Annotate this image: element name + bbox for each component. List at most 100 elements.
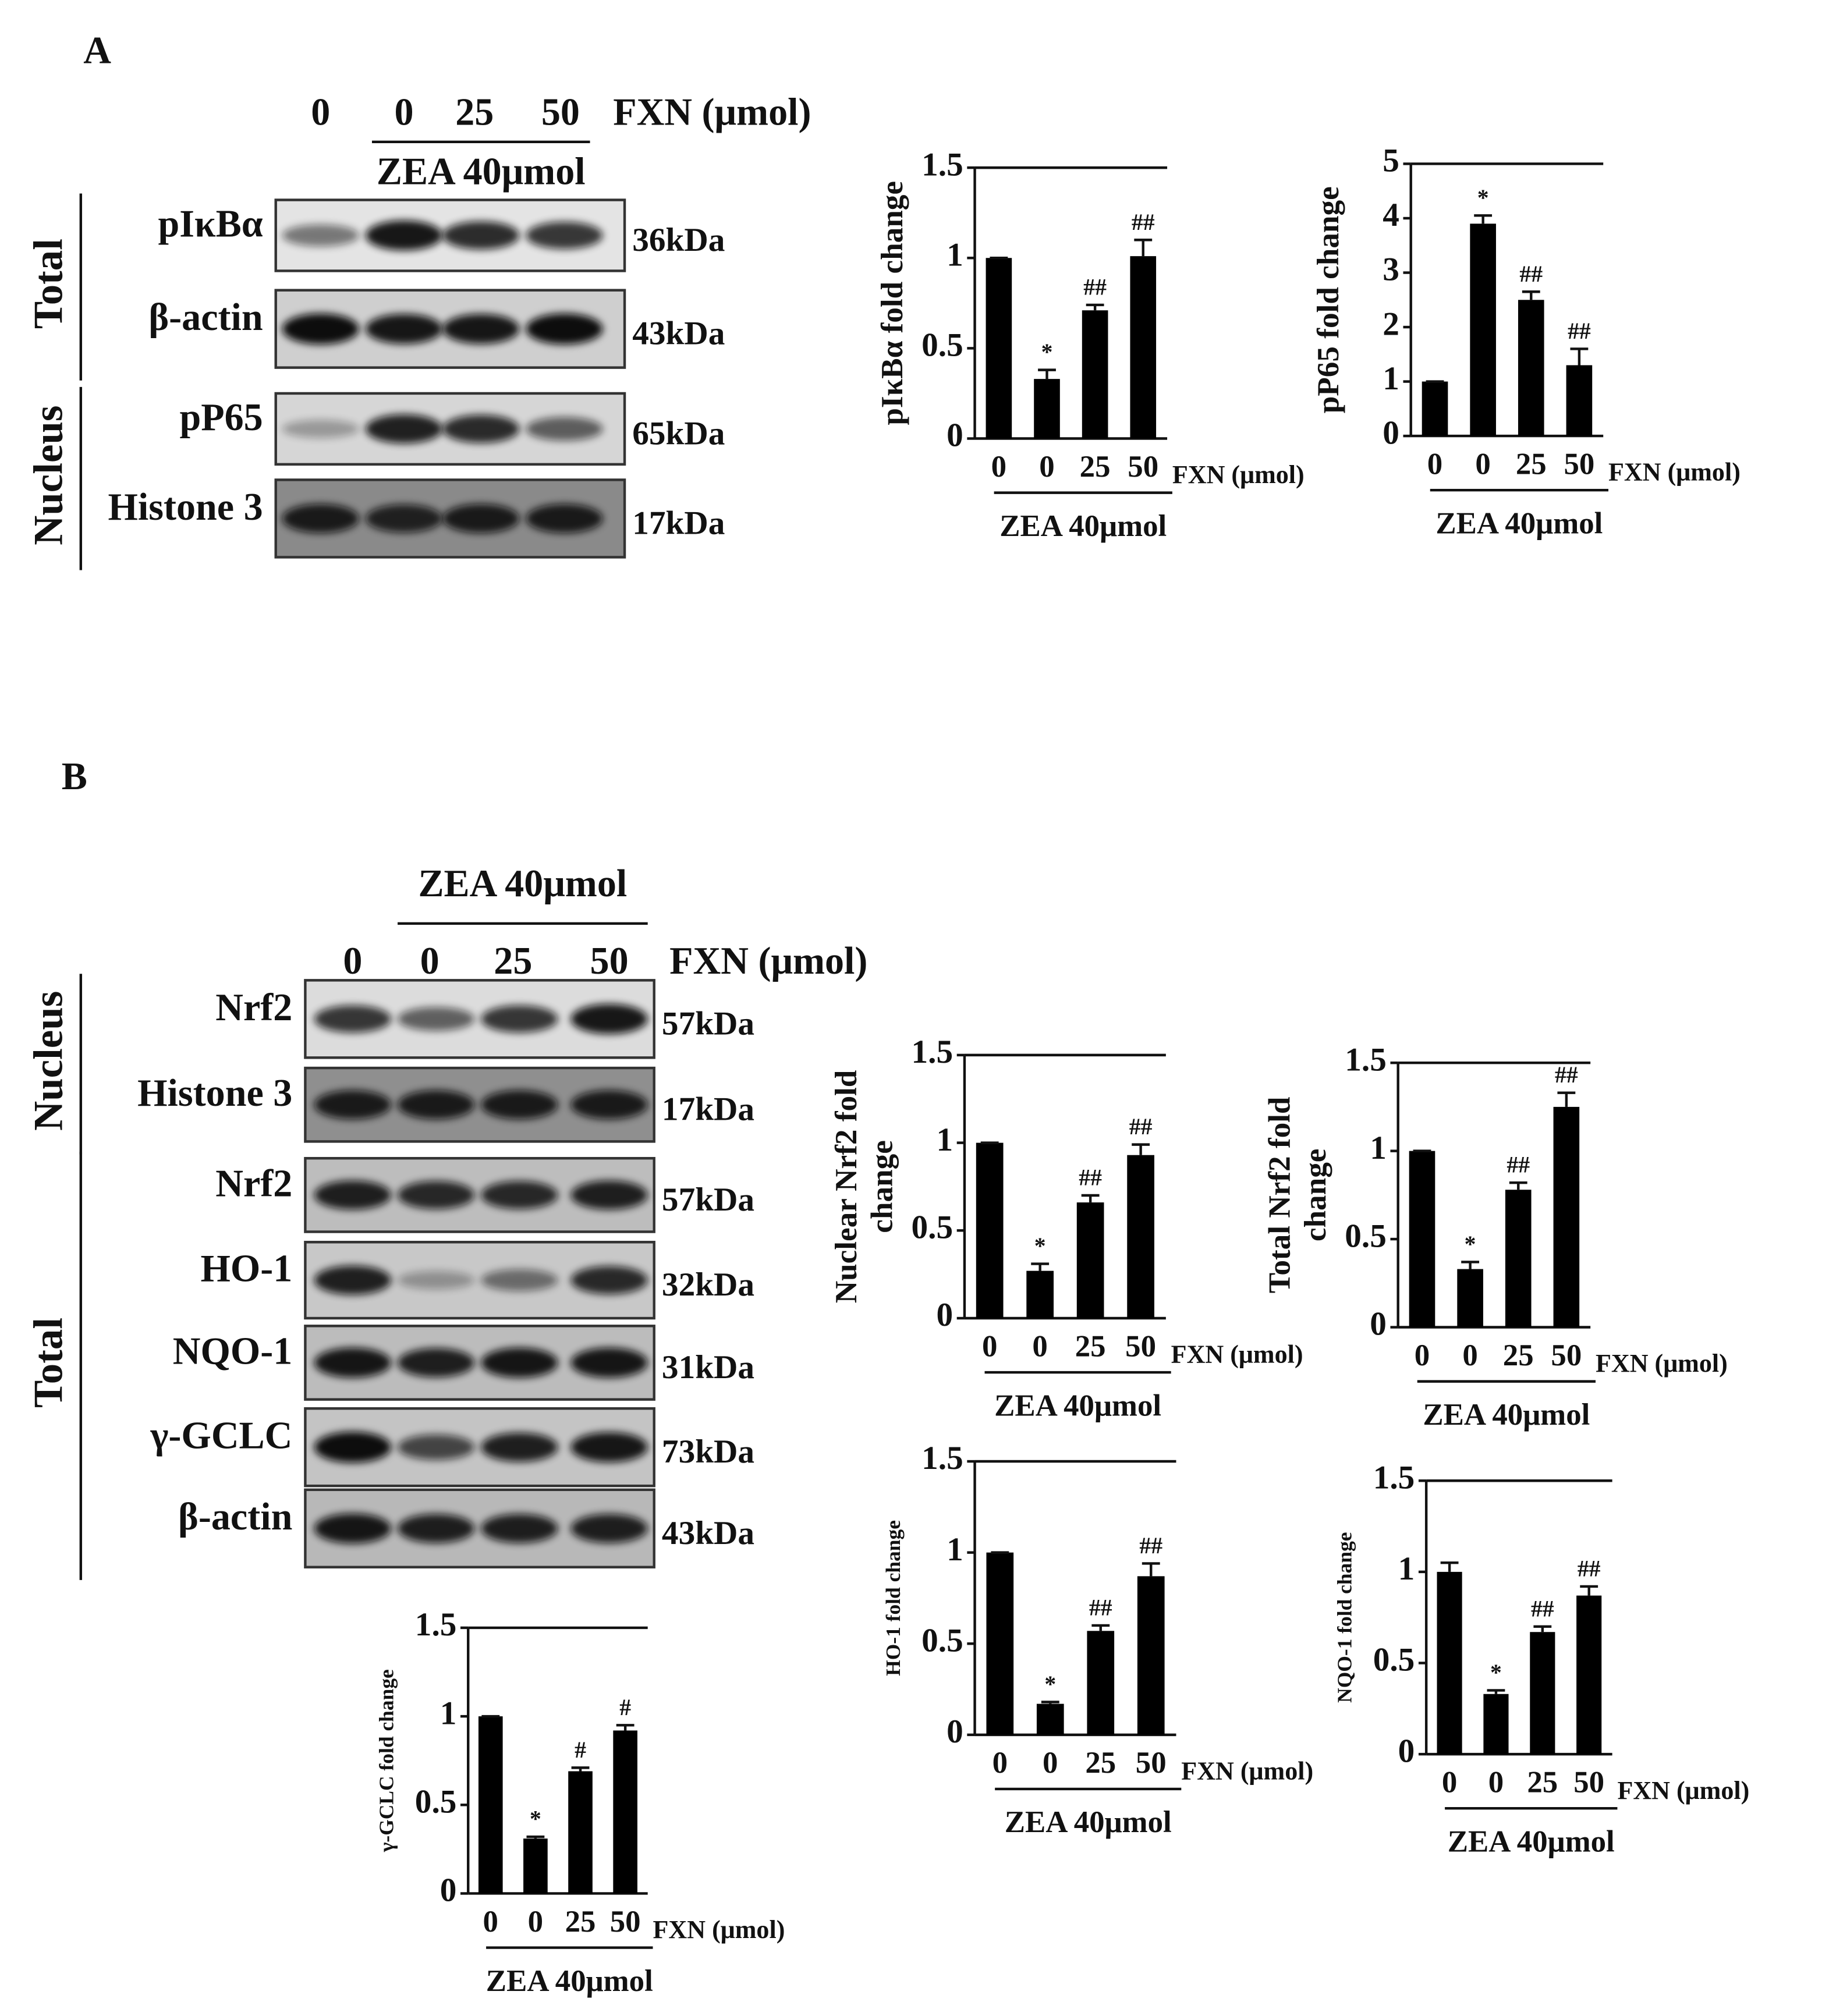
lane-label: 0: [395, 91, 414, 134]
blot-band: [481, 1181, 558, 1209]
significance-mark: ##: [1507, 1152, 1530, 1178]
y-axis-label: Total Nrf2 fold: [1263, 1096, 1297, 1293]
significance-mark: ##: [1531, 1596, 1554, 1621]
x-tick-label: 50: [610, 1905, 641, 1939]
bar: [1518, 300, 1544, 436]
blot-band: [398, 1090, 475, 1120]
protein-label: Histone 3: [108, 486, 263, 528]
y-tick-label: 1: [947, 236, 963, 273]
protein-label: Histone 3: [137, 1072, 292, 1115]
blot-band: [398, 1270, 475, 1290]
section-label: Total: [26, 239, 72, 329]
blot-band: [282, 420, 359, 438]
x-tick-label: 0: [1488, 1765, 1504, 1799]
x-tick-label: 0: [1032, 1329, 1047, 1363]
blot-band: [365, 314, 443, 344]
blot-band: [481, 1347, 558, 1378]
lane-label: 0: [343, 940, 362, 982]
y-tick-label: 0.5: [1373, 1642, 1415, 1678]
treatment-label: FXN (μmol): [669, 940, 867, 982]
bar: [1034, 379, 1060, 439]
x-tick-label: 0: [991, 450, 1006, 484]
significance-mark: #: [619, 1695, 631, 1720]
x-axis-label: FXN (μmol): [1608, 458, 1741, 487]
protein-label: β-actin: [148, 296, 263, 339]
blot-band: [481, 1005, 558, 1033]
x-tick-label: 25: [1085, 1746, 1116, 1780]
group-label: ZEA 40μmol: [999, 509, 1167, 543]
x-axis-label: FXN (μmol): [1181, 1756, 1313, 1785]
blot-band: [570, 1347, 648, 1378]
x-tick-label: 50: [1136, 1746, 1167, 1780]
significance-mark: ##: [1132, 210, 1155, 235]
y-tick-label: 1: [1383, 360, 1399, 397]
y-tick-label: 0.5: [1345, 1218, 1387, 1254]
y-tick-label: 0.5: [415, 1783, 457, 1820]
y-tick-label: 1.5: [921, 1440, 963, 1476]
significance-mark: *: [1041, 339, 1053, 365]
section-label: Total: [26, 1318, 72, 1408]
x-tick-label: 0: [483, 1905, 498, 1939]
x-tick-label: 25: [565, 1905, 596, 1939]
y-tick-label: 0: [1383, 414, 1399, 451]
x-tick-label: 0: [528, 1905, 543, 1939]
lane-label: 25: [455, 91, 494, 134]
x-tick-label: 25: [1516, 447, 1547, 481]
x-tick-label: 0: [1039, 450, 1054, 484]
significance-mark: *: [1465, 1231, 1476, 1257]
x-tick-label: 50: [1564, 447, 1594, 481]
y-tick-label: 0: [1370, 1306, 1387, 1343]
significance-mark: *: [1034, 1233, 1046, 1259]
bar: [1530, 1632, 1555, 1755]
blot-band: [314, 1432, 392, 1463]
blot-band: [570, 1514, 648, 1543]
y-tick-label: 0.5: [921, 326, 963, 363]
blot-band: [398, 1007, 475, 1031]
x-tick-label: 25: [1075, 1329, 1106, 1363]
group-label: ZEA 40μmol: [1423, 1398, 1590, 1432]
y-tick-label: 2: [1383, 306, 1399, 342]
lane-label: 0: [420, 940, 439, 982]
x-axis-label: FXN (μmol): [1617, 1776, 1749, 1805]
y-tick-label: 1: [1398, 1550, 1415, 1587]
x-tick-label: 0: [1462, 1339, 1477, 1372]
x-tick-label: 50: [1551, 1339, 1582, 1372]
blot-band: [481, 1269, 558, 1291]
x-tick-label: 50: [1125, 1329, 1156, 1363]
y-axis-label: pP65 fold change: [1312, 186, 1345, 413]
y-tick-label: 1.5: [921, 146, 963, 183]
y-axis-label: Nuclear Nrf2 fold: [830, 1070, 863, 1304]
blot-band: [481, 1514, 558, 1543]
blot-band: [481, 1432, 558, 1462]
y-tick-label: 1.5: [1373, 1459, 1415, 1496]
lane-label: 50: [541, 91, 580, 134]
x-axis-label: FXN (μmol): [1171, 1340, 1303, 1369]
blot-band: [570, 1266, 648, 1294]
y-tick-label: 1.5: [415, 1606, 457, 1643]
blot-band: [570, 1090, 648, 1120]
bar: [478, 1716, 503, 1894]
size-label: 65kDa: [632, 415, 725, 452]
blot-band: [282, 224, 359, 247]
x-tick-label: 25: [1503, 1339, 1534, 1372]
protein-label: NQO-1: [173, 1330, 293, 1372]
bar: [568, 1771, 593, 1894]
size-label: 36kDa: [632, 222, 725, 258]
blot-band: [442, 221, 520, 250]
bar: [986, 258, 1012, 439]
x-tick-label: 25: [1527, 1765, 1558, 1799]
y-tick-label: 1.5: [912, 1034, 954, 1070]
significance-mark: #: [575, 1737, 586, 1763]
x-tick-label: 50: [1128, 450, 1158, 484]
protein-label: pP65: [179, 396, 263, 439]
blot-band: [398, 1434, 475, 1460]
bar: [1483, 1694, 1509, 1755]
y-tick-label: 0.5: [921, 1622, 963, 1659]
y-tick-label: 1.5: [1345, 1041, 1387, 1078]
y-axis-label: γ-GCLC fold change: [375, 1669, 398, 1852]
significance-mark: ##: [1568, 318, 1591, 344]
blot-band: [365, 414, 443, 443]
blot-band: [282, 313, 359, 345]
y-tick-label: 0: [936, 1297, 953, 1333]
